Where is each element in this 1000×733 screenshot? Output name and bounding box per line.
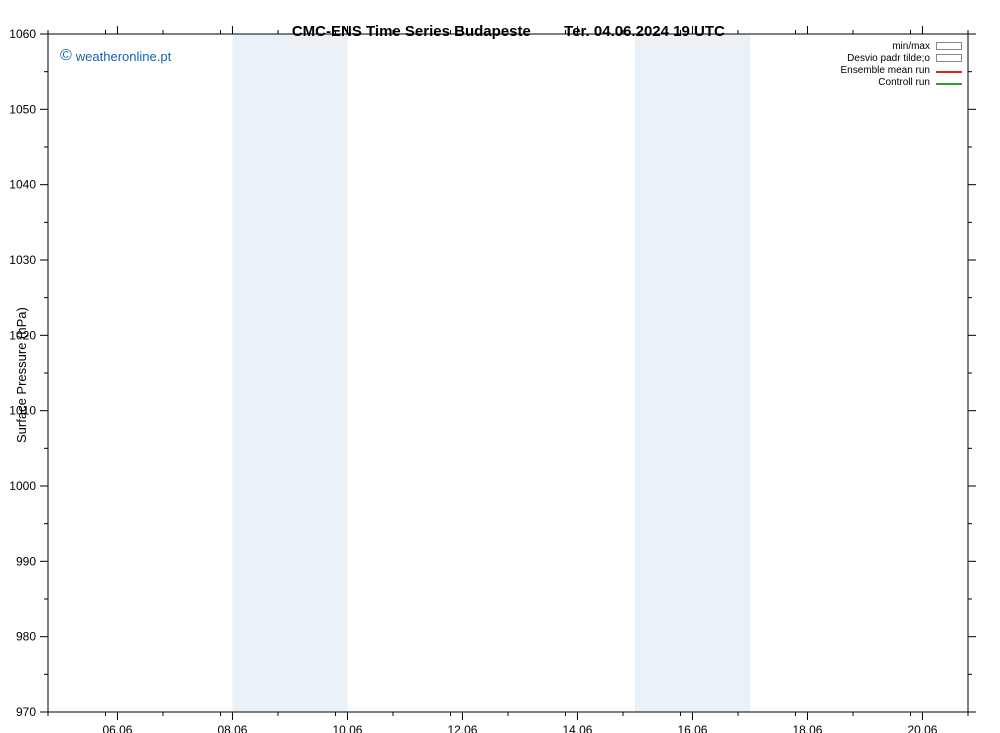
x-tick-label: 08.06 [217,723,247,733]
legend-label: Ensemble mean run [841,65,931,76]
plot-frame [48,34,968,712]
y-tick-label: 1000 [9,479,36,493]
title-left: CMC-ENS Time Series Budapeste [292,23,531,40]
y-axis-label: Surface Pressure (hPa) [14,307,29,443]
watermark: © weatheronline.pt [60,48,171,64]
x-tick-label: 06.06 [102,723,132,733]
legend-row: Ensemble mean run [841,64,963,76]
x-tick-label: 14.06 [562,723,592,733]
legend-row: Controll run [841,76,963,88]
legend-swatch [936,83,962,85]
y-tick-label: 1050 [9,102,36,116]
shaded-band [635,34,693,712]
title-right: Ter. 04.06.2024 19 UTC [564,23,725,40]
y-tick-label: 970 [16,705,36,719]
x-tick-label: 18.06 [792,723,822,733]
shaded-band [290,34,348,712]
x-tick-label: 12.06 [447,723,477,733]
legend-swatch [936,42,962,50]
copyright-icon: © [60,48,72,64]
y-tick-label: 1040 [9,178,36,192]
plot-svg: 970980990100010101020103010401050106006.… [0,0,1000,733]
x-tick-label: 16.06 [677,723,707,733]
legend-label: min/max [892,41,930,52]
shaded-band [232,34,290,712]
y-tick-label: 1030 [9,253,36,267]
legend-label: Controll run [878,77,930,88]
pressure-chart: CMC-ENS Time Series Budapeste Ter. 04.06… [0,0,1000,733]
legend: min/maxDesvio padr tilde;oEnsemble mean … [841,40,963,88]
watermark-text: weatheronline.pt [76,49,171,64]
y-tick-label: 990 [16,554,36,568]
legend-swatch [936,54,962,62]
legend-row: Desvio padr tilde;o [841,52,963,64]
shaded-band [692,34,750,712]
legend-label: Desvio padr tilde;o [847,53,930,64]
y-tick-label: 980 [16,630,36,644]
x-tick-label: 20.06 [907,723,937,733]
x-tick-label: 10.06 [332,723,362,733]
legend-swatch [936,71,962,73]
legend-row: min/max [841,40,963,52]
